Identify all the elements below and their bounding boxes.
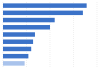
bar: [3, 18, 55, 22]
bar: [3, 32, 35, 36]
bar: [3, 3, 87, 7]
bar: [3, 61, 25, 65]
bar: [3, 39, 33, 43]
grid-line: [97, 2, 98, 67]
bars: [3, 3, 87, 65]
bar: [3, 11, 83, 15]
bar: [3, 47, 31, 51]
bar: [3, 54, 28, 58]
bar: [3, 25, 50, 29]
chart: [0, 0, 100, 71]
